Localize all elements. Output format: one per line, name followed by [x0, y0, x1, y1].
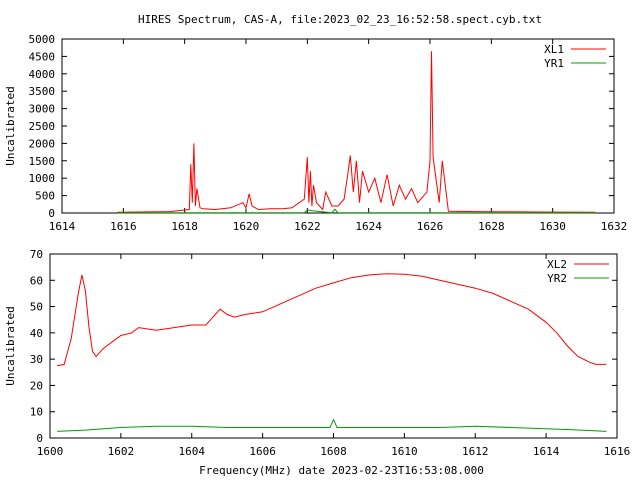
y-tick-label: 4500 — [29, 50, 56, 63]
y-tick-label: 2500 — [29, 120, 56, 133]
y-axis-label: Uncalibrated — [4, 306, 17, 385]
y-axis-label: Uncalibrated — [4, 86, 17, 165]
legend-label: YR2 — [547, 272, 567, 285]
y-tick-label: 500 — [35, 190, 55, 203]
legend-label: XL1 — [544, 43, 564, 56]
x-tick-label: 1616 — [110, 220, 137, 233]
y-tick-label: 3500 — [29, 85, 56, 98]
x-tick-label: 1620 — [233, 220, 260, 233]
top-panel: 1614 1616 1618 1620 1622 1624 1626 1628 1630 1632… — [4, 33, 627, 233]
x-tick-label: 1632 — [601, 220, 628, 233]
y-tick-label: 70 — [30, 248, 43, 261]
x-tick-label: 1628 — [478, 220, 505, 233]
x-tick-label: 1622 — [294, 220, 321, 233]
plot-frame — [49, 253, 618, 439]
x-tick-label: 1604 — [179, 445, 206, 458]
x-tick-label: 1602 — [108, 445, 135, 458]
x-tick-label: 1608 — [320, 445, 347, 458]
y-tick-label: 0 — [48, 207, 55, 220]
x-tick-label: 1612 — [462, 445, 489, 458]
y-tick-label: 0 — [36, 432, 43, 445]
x-tick-label: 1618 — [171, 220, 198, 233]
x-tick-label: 1614 — [49, 220, 76, 233]
x-axis-label: Frequency(MHz) date 2023-02-23T16:53:08.… — [199, 464, 484, 477]
series-line-xl2 — [57, 273, 607, 367]
y-tick-label: 1000 — [29, 172, 56, 185]
y-tick-label: 5000 — [29, 33, 56, 46]
x-tick-label: 1624 — [355, 220, 382, 233]
y-tick-label: 10 — [30, 406, 43, 419]
x-tick-label: 1606 — [249, 445, 276, 458]
y-tick-label: 30 — [30, 353, 43, 366]
y-tick-label: 60 — [30, 274, 43, 287]
y-tick-label: 4000 — [29, 68, 56, 81]
x-tick-label: 1630 — [539, 220, 566, 233]
x-tick-label: 1626 — [417, 220, 444, 233]
y-tick-label: 1500 — [29, 155, 56, 168]
legend-label: XL2 — [547, 258, 567, 271]
x-tick-label: 1614 — [533, 445, 560, 458]
y-tick-label: 50 — [30, 301, 43, 314]
y-tick-label: 2000 — [29, 137, 56, 150]
chart-title: HIRES Spectrum, CAS-A, file:2023_02_23_1… — [138, 13, 542, 26]
x-tick-label: 1610 — [391, 445, 418, 458]
x-tick-label: 1600 — [37, 445, 64, 458]
series-line-yr2 — [57, 418, 607, 432]
bottom-panel: 1600 1602 1604 1606 1608 1610 1612 1614 1616 0 10 2… — [4, 248, 630, 477]
y-tick-label: 40 — [30, 327, 43, 340]
legend-label: YR1 — [544, 57, 564, 70]
series-line-xl1 — [117, 51, 596, 213]
plot-frame — [61, 38, 615, 214]
y-tick-label: 20 — [30, 379, 43, 392]
y-tick-label: 3000 — [29, 103, 56, 116]
x-tick-label: 1616 — [604, 445, 631, 458]
series-line-yr1 — [117, 208, 596, 214]
